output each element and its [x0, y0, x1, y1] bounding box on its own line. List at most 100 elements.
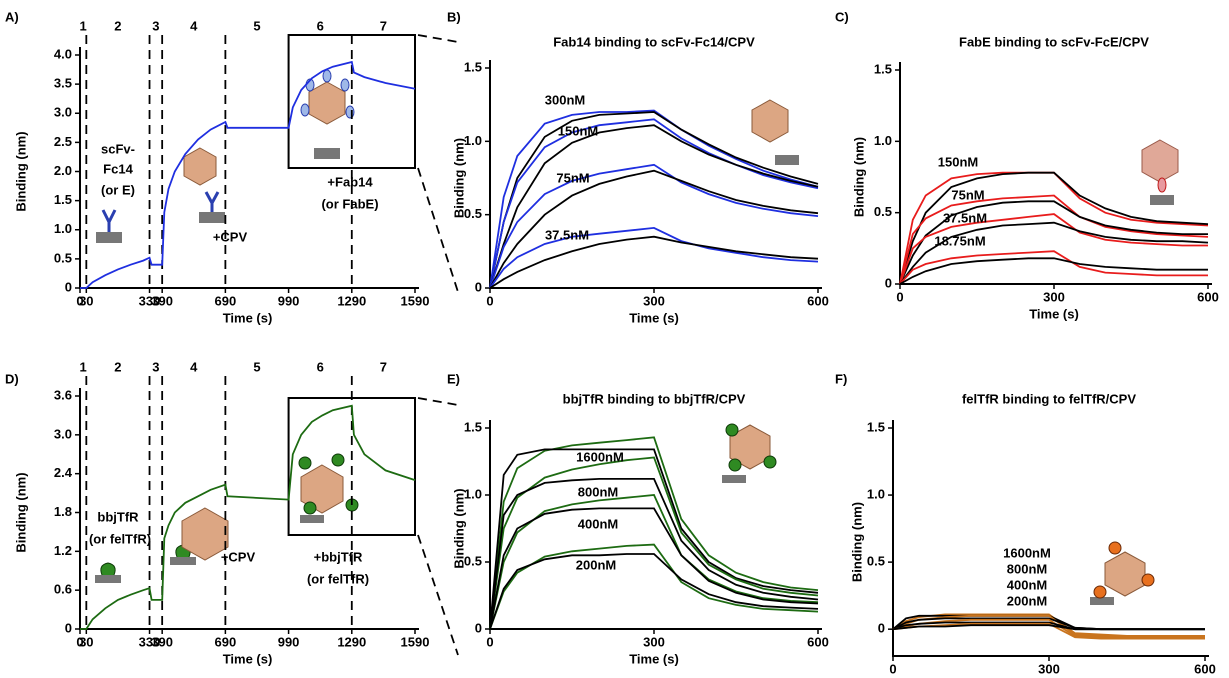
concentration-label: 75nM [951, 187, 984, 202]
x-tick-label: 390 [151, 634, 173, 649]
x-tick-label: 300 [1038, 661, 1060, 676]
annotation: (or E) [101, 182, 135, 197]
concentration-label: 1600nM [1003, 545, 1051, 560]
x-tick-label: 0 [896, 289, 903, 304]
capsid-icon [1104, 551, 1146, 597]
data-curve [489, 111, 819, 289]
x-tick-label: 1590 [401, 293, 430, 308]
x-axis-label: Time (s) [1029, 306, 1079, 321]
chart-title: felTfR binding to felTfR/CPV [962, 391, 1136, 406]
sensor-icon [1090, 597, 1114, 605]
sensor-icon [95, 575, 121, 583]
y-tick-label: 0 [885, 275, 892, 290]
x-tick-label: 0 [889, 661, 896, 676]
data-curve [899, 250, 1208, 285]
x-axis-label: Time (s) [223, 310, 273, 325]
fab-icons [300, 69, 355, 119]
x-tick-label: 600 [807, 634, 829, 649]
x-axis-label: Time (s) [629, 310, 679, 325]
annotation: bbjTfR [97, 509, 139, 524]
zoom-box [287, 397, 416, 536]
data-curve [489, 507, 819, 630]
y-tick-label: 1.0 [464, 133, 482, 148]
y-axis-label: Binding (nm) [451, 138, 466, 218]
y-tick-label: 1.0 [464, 486, 482, 501]
panel-label: B) [447, 9, 461, 24]
x-tick-label: 1590 [401, 634, 430, 649]
y-tick-label: 3.5 [54, 76, 72, 91]
concentration-label: 150nM [938, 154, 978, 169]
y-tick-label: 4.0 [54, 46, 72, 61]
data-curve [489, 235, 819, 289]
panel-label: A) [5, 9, 19, 24]
annotation: +bbjTfR [314, 549, 363, 564]
sensor-icon [722, 475, 746, 483]
step-label: 7 [380, 359, 387, 374]
y-tick-label: 1.5 [464, 419, 482, 434]
concentration-label: 400nM [578, 516, 618, 531]
data-curve [892, 624, 1205, 631]
step-label: 6 [317, 18, 324, 33]
concentration-label: 37.5nM [943, 210, 987, 225]
concentration-label: 1600nM [576, 449, 624, 464]
y-tick-label: 1.8 [54, 504, 72, 519]
panel-label: D) [5, 371, 19, 386]
y-tick-label: 3.0 [54, 426, 72, 441]
zoom-line [417, 34, 459, 293]
step-label: 5 [253, 18, 260, 33]
data-curve [489, 436, 819, 630]
step-label: 7 [380, 18, 387, 33]
y-tick-label: 2.4 [54, 465, 73, 480]
x-tick-label: 390 [151, 293, 173, 308]
y-tick-label: 0 [878, 621, 885, 636]
step-label: 1 [80, 359, 87, 374]
x-tick-label: 30 [79, 293, 93, 308]
sensor-icon [1150, 195, 1174, 205]
y-tick-label: 0.5 [54, 250, 72, 265]
receptor-icon [100, 562, 116, 576]
data-curve [489, 456, 819, 630]
y-tick-label: 2.0 [54, 163, 72, 178]
capsid-icon [181, 507, 229, 561]
y-tick-label: 0 [65, 279, 72, 294]
y-tick-label: 3.6 [54, 387, 72, 402]
concentration-label: 800nM [578, 484, 618, 499]
data-curve [489, 109, 819, 289]
receptor-icons [1093, 541, 1155, 599]
y-tick-label: 1.5 [874, 61, 892, 76]
x-tick-label: 690 [215, 293, 237, 308]
data-curve [489, 118, 819, 289]
antibody-icon [204, 191, 220, 212]
y-axis-label: Binding (nm) [849, 502, 864, 582]
y-tick-label: 1.2 [54, 543, 72, 558]
chart-title: bbjTfR binding to bbjTfR/CPV [563, 391, 746, 406]
capsid-icon [183, 147, 217, 186]
antibody-icon [101, 209, 117, 232]
step-label: 1 [80, 18, 87, 33]
data-curve [489, 553, 819, 630]
x-tick-label: 600 [1194, 661, 1216, 676]
y-tick-label: 2.5 [54, 134, 72, 149]
step-label: 3 [152, 359, 159, 374]
data-curve [489, 478, 819, 630]
x-tick-label: 300 [643, 634, 665, 649]
y-tick-label: 0.5 [867, 554, 885, 569]
annotation: Fc14 [103, 161, 133, 176]
receptor-icons [725, 423, 777, 472]
y-axis-label: Binding (nm) [851, 137, 866, 217]
x-tick-label: 1290 [337, 293, 366, 308]
y-axis-label: Binding (nm) [13, 472, 28, 552]
sensor-icon [170, 557, 196, 565]
data-curve [489, 124, 819, 289]
capsid-icon [308, 81, 346, 125]
chart-title: Fab14 binding to scFv-Fc14/CPV [553, 34, 755, 49]
x-tick-label: 0 [486, 634, 493, 649]
sensor-icon [199, 212, 225, 223]
annotation: +Fab14 [327, 174, 373, 189]
data-curve [899, 194, 1209, 285]
zoom-lines [417, 34, 459, 656]
concentration-label: 150nM [558, 123, 598, 138]
data-curve [489, 448, 819, 630]
data-curve [80, 404, 416, 630]
y-tick-label: 1.0 [54, 221, 72, 236]
